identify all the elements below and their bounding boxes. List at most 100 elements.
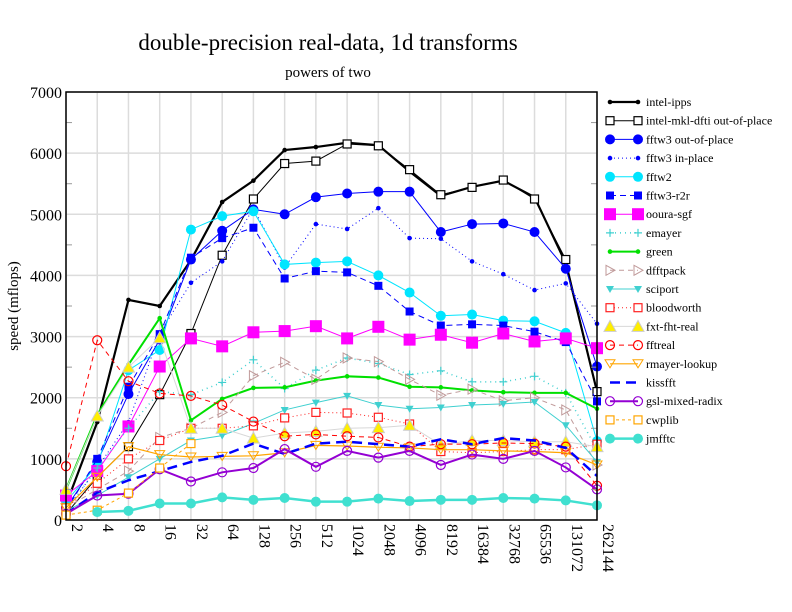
legend-marker xyxy=(631,319,645,332)
y-tick-label: 5000 xyxy=(30,207,62,224)
data-point-dfftpack xyxy=(436,389,447,402)
series-line-rmayer-lookup xyxy=(65,444,598,509)
data-point-ooura-sgf xyxy=(372,320,385,333)
data-point-emayer xyxy=(436,366,445,375)
legend-item-fftw3-out-of-place: fftw3 out-of-place xyxy=(605,132,733,146)
data-point-fftw3-in-place xyxy=(219,259,225,264)
data-point-fftw3-out-of-place xyxy=(529,227,540,238)
data-point-fxt-fht-real xyxy=(402,418,417,431)
data-point-fftw3-r2r xyxy=(530,327,539,336)
data-point-bloodworth xyxy=(373,412,383,422)
legend-marker xyxy=(605,433,615,444)
data-point-green xyxy=(282,385,287,390)
data-point-intel-mkl-dfti-out-of-place xyxy=(561,254,571,265)
x-tick-label: 4096 xyxy=(412,524,429,556)
data-point-fftw2 xyxy=(373,270,384,281)
legend-marker xyxy=(605,171,615,182)
data-point-ooura-sgf xyxy=(403,333,416,346)
y-tick-label: 0 xyxy=(54,513,62,530)
legend-marker xyxy=(604,208,616,221)
data-point-green xyxy=(188,418,194,423)
legend-label: gsl-mixed-radix xyxy=(646,394,723,408)
data-point-fftreal xyxy=(279,431,290,442)
data-point-emayer xyxy=(186,390,195,399)
series-line-intel-mkl-dfti-out-of-place xyxy=(65,143,598,515)
data-point-bloodworth xyxy=(342,408,352,418)
data-point-jmfftc xyxy=(92,507,103,518)
data-point-bloodworth xyxy=(280,413,290,423)
data-point-fftw3-out-of-place xyxy=(279,209,290,220)
data-point-intel-ipps xyxy=(157,303,163,309)
data-point-jmfftc xyxy=(373,493,384,504)
data-point-ooura-sgf xyxy=(278,325,291,338)
data-point-bloodworth xyxy=(155,435,165,446)
data-point-gsl-mixed-radix xyxy=(248,462,259,474)
series-line-green xyxy=(65,315,598,490)
data-point-fftw3-out-of-place xyxy=(373,186,384,197)
data-point-fftw3-out-of-place xyxy=(560,263,571,274)
data-point-gsl-mixed-radix xyxy=(435,459,446,471)
data-point-fftw3-r2r xyxy=(249,223,258,232)
legend-item-fftreal: fftreal xyxy=(604,338,676,352)
legend-label: cwplib xyxy=(646,413,679,427)
legend-marker xyxy=(633,134,643,145)
data-point-jmfftc xyxy=(435,494,446,505)
data-point-cwplib xyxy=(186,438,196,449)
data-point-emayer xyxy=(249,355,258,364)
data-point-fxt-fht-real xyxy=(215,421,230,434)
data-point-gsl-mixed-radix xyxy=(560,462,571,473)
series-fftw3-in-place xyxy=(63,205,600,514)
data-point-green xyxy=(500,389,506,395)
data-point-ooura-sgf xyxy=(497,327,510,340)
data-point-fftreal xyxy=(185,390,197,401)
data-point-emayer xyxy=(530,372,539,381)
data-point-jmfftc xyxy=(123,505,134,516)
data-point-fftw3-out-of-place xyxy=(498,218,509,229)
legend-item-fftw2: fftw2 xyxy=(605,170,672,184)
data-point-fftw3-r2r xyxy=(93,454,102,463)
data-point-sciport xyxy=(561,422,570,430)
data-point-ooura-sgf xyxy=(434,328,447,341)
legend-marker xyxy=(605,134,615,145)
data-point-bloodworth xyxy=(92,478,102,488)
y-tick-label: 6000 xyxy=(30,146,62,163)
data-point-intel-mkl-dfti-out-of-place xyxy=(404,165,415,175)
data-point-emayer xyxy=(124,424,133,433)
data-point-rmayer-lookup xyxy=(185,452,197,462)
data-point-fftw3-r2r xyxy=(124,382,133,391)
data-point-fftw3-in-place xyxy=(438,236,444,242)
legend-marker xyxy=(634,191,642,200)
legend-item-intel-mkl-dfti-out-of-place: intel-mkl-dfti out-of-place xyxy=(605,114,772,128)
legend-marker xyxy=(634,228,642,237)
data-point-dfftpack xyxy=(342,352,354,364)
x-tick-label: 256 xyxy=(287,524,304,548)
x-tick-label: 128 xyxy=(255,524,272,548)
data-point-ooura-sgf xyxy=(247,326,260,339)
series-ooura-sgf xyxy=(60,320,603,502)
data-point-gsl-mixed-radix xyxy=(342,445,353,457)
legend-marker xyxy=(635,99,641,105)
data-point-fftw3-in-place xyxy=(344,226,350,232)
data-point-bloodworth xyxy=(123,454,134,464)
series-line-dfftpack xyxy=(65,357,598,509)
data-point-green xyxy=(344,374,350,379)
data-point-gsl-mixed-radix xyxy=(185,476,197,487)
data-point-green xyxy=(157,315,163,321)
y-tick-label: 1000 xyxy=(30,452,62,469)
legend-item-fftw3-r2r: fftw3-r2r xyxy=(606,189,690,203)
series-line-fftreal xyxy=(65,339,598,487)
data-point-fftw2 xyxy=(404,287,415,298)
data-point-intel-mkl-dfti-out-of-place xyxy=(217,250,227,260)
legend-label: rmayer-lookup xyxy=(646,357,717,371)
y-tick-label: 2000 xyxy=(30,391,62,408)
data-point-intel-mkl-dfti-out-of-place xyxy=(248,194,259,204)
data-point-green xyxy=(376,375,381,380)
x-tick-label: 4 xyxy=(99,524,116,532)
data-point-intel-mkl-dfti-out-of-place xyxy=(529,194,540,204)
data-point-dfftpack xyxy=(467,383,479,396)
data-point-sciport xyxy=(374,402,383,410)
data-point-fxt-fht-real xyxy=(90,409,105,422)
legend-item-rmayer-lookup: rmayer-lookup xyxy=(604,357,717,371)
data-point-dfftpack xyxy=(405,373,416,386)
